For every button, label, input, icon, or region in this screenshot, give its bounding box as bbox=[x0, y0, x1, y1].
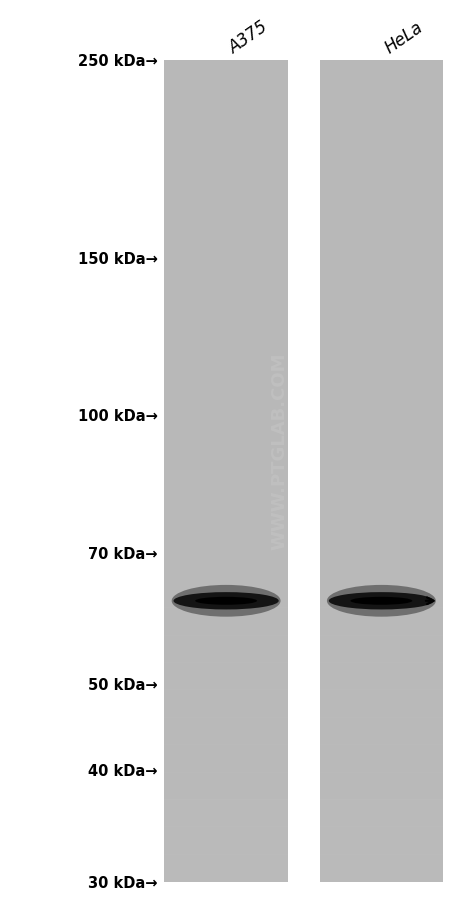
Bar bbox=[320, 772, 443, 800]
Bar bbox=[164, 553, 288, 581]
Bar bbox=[164, 389, 288, 417]
Bar bbox=[164, 717, 288, 745]
Bar bbox=[164, 143, 288, 170]
Bar bbox=[164, 471, 288, 499]
Bar bbox=[164, 61, 288, 882]
Bar bbox=[320, 362, 443, 390]
Bar bbox=[320, 307, 443, 335]
Bar bbox=[320, 854, 443, 882]
Text: HeLa: HeLa bbox=[382, 18, 426, 57]
Bar bbox=[320, 252, 443, 281]
Text: A375: A375 bbox=[226, 17, 272, 57]
Bar bbox=[320, 690, 443, 718]
Bar bbox=[164, 799, 288, 827]
Bar bbox=[320, 61, 443, 882]
Bar bbox=[320, 471, 443, 499]
Bar bbox=[164, 87, 288, 116]
Bar bbox=[320, 389, 443, 417]
Bar bbox=[164, 854, 288, 882]
Text: 30 kDa→: 30 kDa→ bbox=[88, 875, 158, 889]
Bar bbox=[164, 225, 288, 253]
Bar bbox=[164, 526, 288, 554]
Text: 50 kDa→: 50 kDa→ bbox=[88, 676, 158, 692]
Bar bbox=[320, 717, 443, 745]
Bar bbox=[164, 498, 288, 527]
Bar bbox=[320, 635, 443, 663]
Bar bbox=[320, 608, 443, 636]
Bar bbox=[164, 690, 288, 718]
Ellipse shape bbox=[174, 593, 279, 610]
Bar bbox=[320, 498, 443, 527]
Bar bbox=[164, 307, 288, 335]
Bar bbox=[164, 60, 288, 88]
Bar bbox=[320, 60, 443, 88]
Text: 100 kDa→: 100 kDa→ bbox=[77, 409, 158, 424]
Ellipse shape bbox=[351, 597, 412, 605]
Ellipse shape bbox=[195, 597, 257, 605]
Bar bbox=[320, 170, 443, 198]
Bar bbox=[164, 826, 288, 855]
Text: 250 kDa→: 250 kDa→ bbox=[78, 54, 158, 69]
Bar bbox=[164, 280, 288, 308]
Bar bbox=[164, 608, 288, 636]
Ellipse shape bbox=[171, 585, 281, 617]
Ellipse shape bbox=[327, 585, 436, 617]
Bar bbox=[320, 553, 443, 581]
Bar bbox=[320, 115, 443, 143]
Bar bbox=[164, 635, 288, 663]
Bar bbox=[320, 280, 443, 308]
Bar bbox=[320, 744, 443, 773]
Bar bbox=[164, 334, 288, 363]
Bar bbox=[320, 416, 443, 445]
Bar bbox=[320, 334, 443, 363]
Bar bbox=[164, 744, 288, 773]
Bar bbox=[164, 252, 288, 281]
Bar bbox=[320, 580, 443, 609]
Bar bbox=[320, 662, 443, 691]
Text: WWW.PTGLAB.COM: WWW.PTGLAB.COM bbox=[270, 353, 288, 549]
Bar bbox=[320, 225, 443, 253]
Bar bbox=[164, 416, 288, 445]
Bar bbox=[320, 526, 443, 554]
Ellipse shape bbox=[329, 593, 434, 610]
Bar bbox=[164, 198, 288, 226]
Text: 70 kDa→: 70 kDa→ bbox=[88, 547, 158, 562]
Bar bbox=[320, 87, 443, 116]
Bar bbox=[164, 362, 288, 390]
Bar bbox=[320, 198, 443, 226]
Bar bbox=[164, 580, 288, 609]
Bar bbox=[320, 143, 443, 170]
Text: 40 kDa→: 40 kDa→ bbox=[88, 763, 158, 778]
Bar bbox=[164, 772, 288, 800]
Bar bbox=[320, 826, 443, 855]
Bar bbox=[320, 799, 443, 827]
Bar bbox=[320, 444, 443, 472]
Bar bbox=[164, 115, 288, 143]
Bar bbox=[164, 444, 288, 472]
Text: 150 kDa→: 150 kDa→ bbox=[77, 252, 158, 267]
Bar bbox=[164, 662, 288, 691]
Bar bbox=[164, 170, 288, 198]
